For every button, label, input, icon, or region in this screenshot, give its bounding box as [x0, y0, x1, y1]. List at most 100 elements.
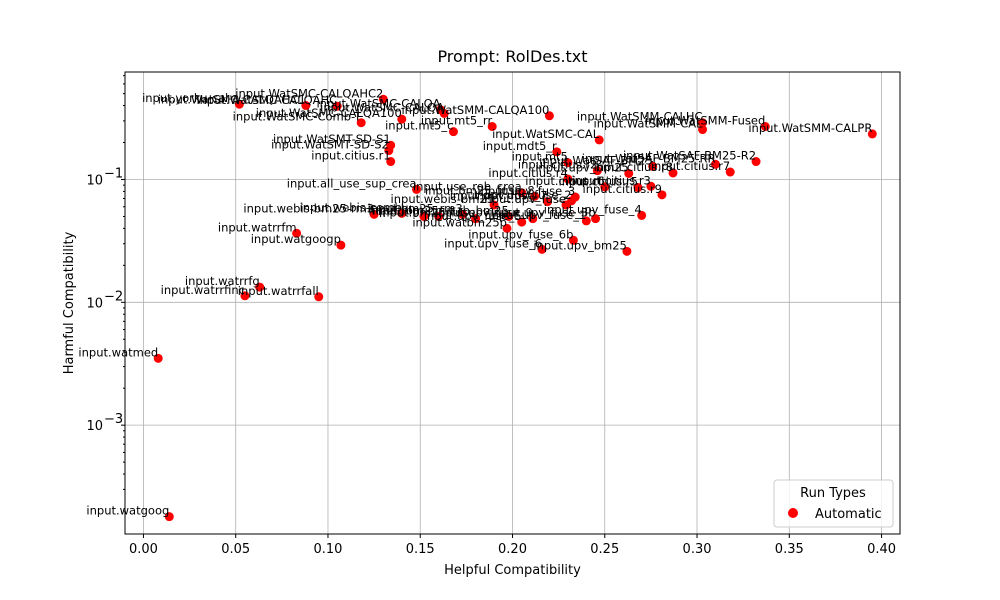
legend-marker-automatic — [788, 508, 798, 518]
data-point — [356, 118, 366, 128]
data-point-label: input.mt5_rr — [421, 114, 493, 128]
data-point-label: input.WatSAF-BM25-RR — [582, 151, 716, 165]
data-point-label: input.citius.r4 — [488, 166, 567, 180]
data-point-label: input.WatSMM-CALHC — [577, 110, 703, 124]
data-point — [255, 282, 265, 292]
data-point-label: input.upv_bm25 — [535, 160, 629, 174]
data-point-label: input.mt5 — [512, 150, 568, 164]
data-point — [412, 184, 422, 194]
data-point-label: input.rb_bm25 — [425, 203, 509, 217]
data-point — [336, 240, 346, 250]
y-tick-label: 10 — [86, 296, 103, 311]
x-axis-ticks: 0.00 0.05 0.10 0.15 0.20 0.25 0.30 0.35 0.40 — [129, 534, 896, 557]
data-point — [633, 183, 643, 193]
data-point-label: input.all_use_sup_crea — [287, 176, 417, 190]
legend-entry-automatic: Automatic — [815, 507, 882, 522]
x-tick-label: 0.40 — [867, 542, 896, 557]
data-points — [153, 94, 877, 522]
data-point — [600, 182, 610, 192]
data-point — [622, 246, 632, 256]
data-point — [378, 94, 388, 104]
data-point-label: input.WatSMC-CALQA — [316, 97, 440, 111]
y-axis-ticks: 10−310−210−1 — [86, 75, 125, 512]
data-point — [637, 210, 647, 220]
data-point — [570, 192, 580, 202]
data-point-label: input.WatSMT-SD-S1 — [273, 132, 391, 146]
data-point — [240, 291, 250, 301]
data-point-label: input.watmed — [78, 345, 158, 359]
data-point — [698, 118, 708, 128]
data-point-label: input.watrrfinc — [161, 283, 245, 297]
x-tick-label: 0.00 — [129, 542, 158, 557]
y-axis-title: Harmful Compatibility — [62, 231, 77, 374]
data-point-label: input.WatSMT-SD-S2 — [271, 138, 389, 152]
grid-lines — [125, 72, 900, 534]
data-point — [384, 146, 394, 156]
data-point — [489, 200, 499, 210]
data-point-label: input.citius.r5 — [559, 175, 638, 189]
data-point — [502, 223, 512, 233]
data-point-label: input.WatSMC-CALQAHC2 — [235, 86, 383, 100]
data-point-label: input.WatSMM-CAL — [594, 117, 704, 131]
data-point — [552, 147, 562, 157]
data-point-label: input.citius.r7 — [651, 159, 730, 173]
data-point-label: input.WatSMM-Fused — [645, 114, 765, 128]
data-point — [487, 122, 497, 132]
data-point-label: input.webis-bm25-rm3 — [243, 201, 374, 215]
data-point — [471, 214, 481, 224]
data-point — [369, 209, 379, 219]
data-point — [543, 197, 553, 207]
x-tick-label: 0.15 — [406, 542, 435, 557]
legend-title: Run Types — [800, 486, 866, 501]
data-point — [624, 168, 634, 178]
data-point — [646, 181, 656, 191]
data-point-label: input.WatSMM-CALPR — [748, 121, 872, 135]
data-point-label: input.citius.r6 — [525, 174, 604, 188]
data-point-label: input.hlgt — [368, 203, 424, 217]
data-point-label: input.mdt5_r — [483, 139, 557, 153]
data-point-label: input.citius.r9 — [583, 182, 662, 196]
data-point-label: input.bm25_fuse_8 — [425, 183, 535, 197]
data-point — [448, 127, 458, 137]
data-point-label: input.bm25 — [372, 203, 438, 217]
data-point-label: input.use_rob_crea — [413, 180, 522, 194]
x-tick-label: 0.30 — [683, 542, 712, 557]
data-point — [386, 157, 396, 167]
data-point-label: input.upv_fuse_9 — [435, 206, 533, 220]
data-point — [591, 214, 601, 224]
data-point-label: input.upv_fuse_5 — [424, 209, 522, 223]
data-point-label: input.upv_fuse_6b — [468, 227, 573, 241]
data-point — [397, 114, 407, 124]
data-point-label: input.bm25_rm3 — [368, 201, 463, 215]
x-tick-label: 0.10 — [313, 542, 342, 557]
data-point-label: input.watbm25p — [412, 215, 507, 229]
data-point — [164, 512, 174, 522]
data-point — [528, 214, 538, 224]
x-tick-label: 0.35 — [775, 542, 804, 557]
data-point — [698, 125, 708, 135]
data-point-label: input.WatSAF-BM25-R2 — [623, 149, 756, 163]
legend: Run Types Automatic — [773, 479, 894, 528]
data-point — [544, 111, 554, 121]
data-point — [439, 108, 449, 118]
data-point — [710, 159, 720, 169]
data-point — [657, 190, 667, 200]
data-point — [292, 228, 302, 238]
data-point-label: input.citius.r8 — [594, 160, 673, 174]
data-point — [751, 157, 761, 167]
data-point-label: input.WatSMC-CALQAHC1 — [158, 93, 306, 107]
y-tick-label: 10 — [86, 419, 103, 434]
data-point — [594, 135, 604, 145]
x-tick-label: 0.20 — [498, 542, 527, 557]
data-point — [537, 244, 547, 254]
data-point-label: input.upv_fuse_4 — [544, 202, 642, 216]
chart-title: Prompt: RolDes.txt — [437, 47, 587, 66]
data-point-label: input.upv_fuse_3 — [477, 184, 575, 198]
data-point-label: input.WatSMC-CAL — [492, 127, 600, 141]
data-point — [332, 101, 342, 111]
data-point-label: input.webis-bm25 — [391, 192, 495, 206]
data-point-label: input.citius.r1 — [311, 149, 390, 163]
data-point-label: input.upv_fuse_6 — [444, 236, 542, 250]
data-point-label: input.bm25_fuse — [379, 206, 476, 220]
y-tick-exponent: −1 — [104, 166, 123, 181]
